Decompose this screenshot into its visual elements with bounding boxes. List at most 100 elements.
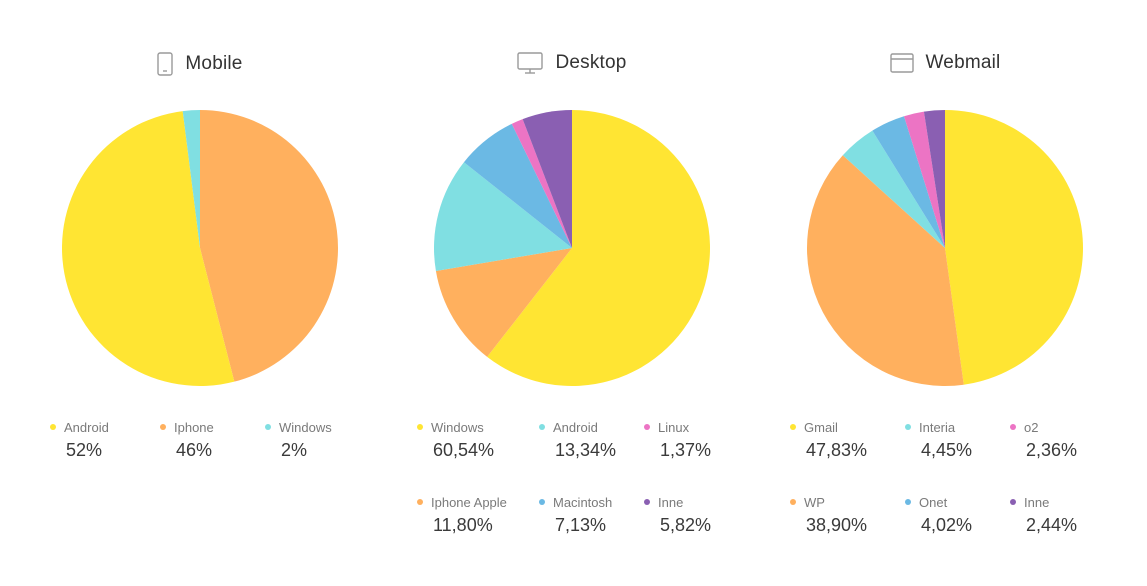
legend-dot xyxy=(417,499,423,505)
pie-slice-o2 xyxy=(904,111,945,248)
pie-slice-macintosh xyxy=(463,123,572,248)
legend-item: Inne 2,44% xyxy=(1010,493,1147,536)
legend-text: Android xyxy=(64,419,109,435)
legend-dot xyxy=(790,424,796,430)
legend-text: Iphone xyxy=(174,419,214,435)
legend-label: Iphone xyxy=(160,418,300,436)
mobile-phone-icon xyxy=(157,52,174,76)
legend-item: Windows 2% xyxy=(265,418,405,461)
legend-value: 4,02% xyxy=(921,515,973,535)
webmail-title-label: Webmail xyxy=(925,52,1001,73)
legend-dot xyxy=(265,424,271,430)
legend-label: Linux xyxy=(644,418,784,436)
legend-label: Android xyxy=(539,418,679,436)
pie-slice-gmail xyxy=(945,110,1083,385)
desktop-monitor-icon xyxy=(517,52,544,74)
legend-label: Inne xyxy=(1010,493,1147,511)
legend-label: Gmail xyxy=(790,418,930,436)
legend-dot xyxy=(905,424,911,430)
legend-item: Macintosh 7,13% xyxy=(539,493,679,536)
legend-label: Onet xyxy=(905,493,1045,511)
legend-item: Linux 1,37% xyxy=(644,418,784,461)
legend-value: 38,90% xyxy=(806,515,868,535)
legend-dot xyxy=(539,424,545,430)
legend-item: Android 52% xyxy=(50,418,190,461)
legend-item: Interia 4,45% xyxy=(905,418,1045,461)
legend-label: WP xyxy=(790,493,930,511)
legend-value: 11,80% xyxy=(433,515,493,535)
legend-label: Windows xyxy=(417,418,557,436)
legend-value: 7,13% xyxy=(555,515,607,535)
webmail-pie-chart xyxy=(807,110,1083,386)
legend-dot xyxy=(1010,499,1016,505)
browser-window-icon xyxy=(889,53,914,73)
legend-label: Macintosh xyxy=(539,493,679,511)
legend-text: WP xyxy=(804,494,825,510)
legend-text: Iphone Apple xyxy=(431,494,507,510)
legend-item: Onet 4,02% xyxy=(905,493,1045,536)
pie-slice-inne xyxy=(923,110,945,248)
legend-text: Inne xyxy=(1024,494,1050,510)
mobile-panel: Mobile Android 52% Iphone 46% Windows 2% xyxy=(10,0,390,586)
pie-slice-iphone-apple xyxy=(435,248,572,357)
legend-text: Inne xyxy=(658,494,684,510)
pie-slice-windows xyxy=(182,110,200,248)
legend-text: o2 xyxy=(1024,419,1039,435)
legend-dot xyxy=(644,499,650,505)
legend-dot xyxy=(905,499,911,505)
legend-text: Macintosh xyxy=(553,494,613,510)
legend-dot xyxy=(539,499,545,505)
legend-value: 1,37% xyxy=(660,440,712,460)
legend-item: Android 13,34% xyxy=(539,418,679,461)
legend-value: 2% xyxy=(281,440,308,460)
desktop-title: Desktop xyxy=(382,52,762,74)
legend-label: Inne xyxy=(644,493,784,511)
legend-dot xyxy=(50,424,56,430)
legend-value: 52% xyxy=(66,440,103,460)
legend-item: Windows 60,54% xyxy=(417,418,557,461)
pie-slice-wp xyxy=(807,155,964,386)
legend-text: Windows xyxy=(431,419,484,435)
legend-item: Inne 5,82% xyxy=(644,493,784,536)
legend-item: Gmail 47,83% xyxy=(790,418,930,461)
legend-dot xyxy=(1010,424,1016,430)
legend-item: Iphone Apple 11,80% xyxy=(417,493,557,536)
legend-label: Windows xyxy=(265,418,405,436)
legend-value: 13,34% xyxy=(555,440,617,460)
pie-slice-onet xyxy=(872,116,945,248)
legend-value: 47,83% xyxy=(806,440,868,460)
webmail-panel: Webmail Gmail 47,83% Interia 4,45% o2 2,36% WP… xyxy=(755,0,1135,586)
pie-slice-interia xyxy=(842,130,945,248)
legend-label: Android xyxy=(50,418,190,436)
desktop-title-label: Desktop xyxy=(555,52,627,73)
pie-slice-inne xyxy=(522,110,572,248)
pie-slice-windows xyxy=(487,110,710,387)
legend-text: Linux xyxy=(658,419,690,435)
desktop-panel: Desktop Windows 60,54% Android 13,34% Linux 1… xyxy=(382,0,762,586)
legend-value: 2,44% xyxy=(1026,515,1078,535)
legend-item: WP 38,90% xyxy=(790,493,930,536)
desktop-pie-chart xyxy=(434,110,710,387)
legend-value: 4,45% xyxy=(921,440,973,460)
legend-value: 60,54% xyxy=(433,440,495,460)
legend-value: 2,36% xyxy=(1026,440,1078,460)
mobile-title: Mobile xyxy=(10,52,390,76)
pie-slice-android xyxy=(434,162,572,271)
webmail-title: Webmail xyxy=(755,52,1135,74)
legend-value: 46% xyxy=(176,440,213,460)
legend-label: o2 xyxy=(1010,418,1147,436)
legend-value: 5,82% xyxy=(660,515,712,535)
mobile-title-label: Mobile xyxy=(185,53,243,74)
legend-item: o2 2,36% xyxy=(1010,418,1147,461)
legend-dot xyxy=(417,424,423,430)
legend-text: Android xyxy=(553,419,598,435)
pie-slice-iphone xyxy=(200,110,339,382)
pie-slice-android xyxy=(62,111,235,387)
legend-dot xyxy=(790,499,796,505)
legend-label: Iphone Apple xyxy=(417,493,557,511)
legend-text: Onet xyxy=(919,494,948,510)
legend-text: Windows xyxy=(279,419,332,435)
legend-dot xyxy=(644,424,650,430)
legend-text: Interia xyxy=(919,419,956,435)
mobile-pie-chart xyxy=(62,110,339,387)
